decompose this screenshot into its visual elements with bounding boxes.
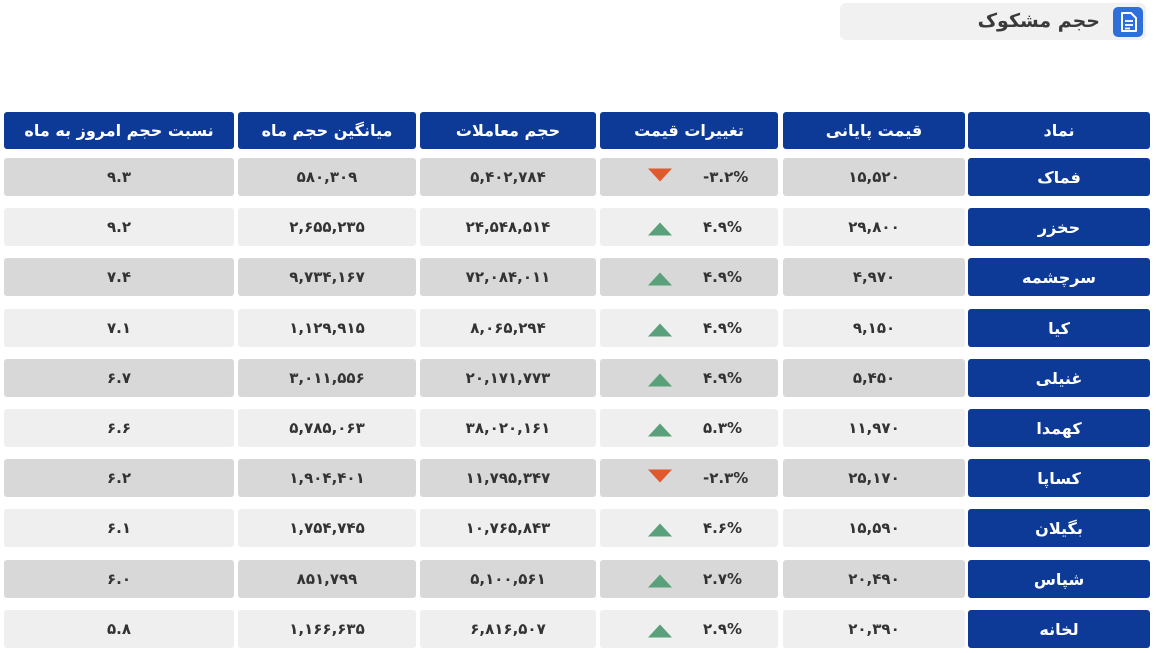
ratio-cell: ۵.۸ — [4, 610, 234, 648]
price-change-cell: ۲.۷% — [600, 560, 778, 598]
price-change-value: -۲.۳% — [703, 469, 749, 487]
final-price-cell: ۹,۱۵۰ — [783, 309, 965, 347]
volume-cell: ۲۴,۵۴۸,۵۱۴ — [420, 208, 596, 246]
header-ratio[interactable]: نسبت حجم امروز به ماه — [4, 112, 234, 149]
symbol-cell[interactable]: سرچشمه — [968, 258, 1150, 296]
header-avg-month-volume[interactable]: میانگین حجم ماه — [238, 112, 416, 149]
symbol-cell[interactable]: کساپا — [968, 459, 1150, 497]
final-price-cell: ۲۰,۳۹۰ — [783, 610, 965, 648]
final-price-cell: ۱۵,۵۲۰ — [783, 158, 965, 196]
ratio-cell: ۷.۴ — [4, 258, 234, 296]
triangle-down-icon — [648, 469, 672, 483]
price-change-value: ۴.۶% — [703, 519, 743, 537]
symbol-cell[interactable]: بگیلان — [968, 509, 1150, 547]
header-volume[interactable]: حجم معاملات — [420, 112, 596, 149]
price-change-cell: ۲.۹% — [600, 610, 778, 648]
symbol-cell[interactable]: غنیلی — [968, 359, 1150, 397]
triangle-up-icon — [648, 423, 672, 437]
symbol-cell[interactable]: کیا — [968, 309, 1150, 347]
ratio-cell: ۶.۲ — [4, 459, 234, 497]
avg-month-volume-cell: ۱,۱۶۶,۶۳۵ — [238, 610, 416, 648]
volume-cell: ۳۸,۰۲۰,۱۶۱ — [420, 409, 596, 447]
avg-month-volume-cell: ۳,۰۱۱,۵۵۶ — [238, 359, 416, 397]
price-change-cell: ۴.۶% — [600, 509, 778, 547]
page-title: حجم مشکوک — [977, 10, 1100, 32]
ratio-cell: ۹.۳ — [4, 158, 234, 196]
price-change-value: ۲.۷% — [703, 570, 743, 588]
final-price-cell: ۱۱,۹۷۰ — [783, 409, 965, 447]
symbol-cell[interactable]: فماک — [968, 158, 1150, 196]
price-change-cell: ۴.۹% — [600, 258, 778, 296]
price-change-cell: -۳.۲% — [600, 158, 778, 196]
triangle-up-icon — [648, 574, 672, 588]
price-change-value: ۴.۹% — [703, 319, 743, 337]
avg-month-volume-cell: ۱,۹۰۴,۴۰۱ — [238, 459, 416, 497]
header-price-change[interactable]: تغییرات قیمت — [600, 112, 778, 149]
volume-cell: ۵,۴۰۲,۷۸۴ — [420, 158, 596, 196]
avg-month-volume-cell: ۱,۷۵۴,۷۴۵ — [238, 509, 416, 547]
price-change-cell: ۵.۳% — [600, 409, 778, 447]
volume-cell: ۸,۰۶۵,۲۹۴ — [420, 309, 596, 347]
ratio-cell: ۶.۱ — [4, 509, 234, 547]
header-final-price[interactable]: قیمت پایانی — [783, 112, 965, 149]
price-change-value: ۲.۹% — [703, 620, 743, 638]
ratio-cell: ۶.۶ — [4, 409, 234, 447]
volume-cell: ۱۱,۷۹۵,۳۴۷ — [420, 459, 596, 497]
triangle-up-icon — [648, 323, 672, 337]
final-price-cell: ۲۹,۸۰۰ — [783, 208, 965, 246]
final-price-cell: ۱۵,۵۹۰ — [783, 509, 965, 547]
triangle-up-icon — [648, 624, 672, 638]
avg-month-volume-cell: ۸۵۱,۷۹۹ — [238, 560, 416, 598]
price-change-cell: -۲.۳% — [600, 459, 778, 497]
final-price-cell: ۲۵,۱۷۰ — [783, 459, 965, 497]
symbol-cell[interactable]: حخزر — [968, 208, 1150, 246]
price-change-value: ۴.۹% — [703, 218, 743, 236]
volume-cell: ۵,۱۰۰,۵۶۱ — [420, 560, 596, 598]
document-icon — [1113, 7, 1143, 37]
triangle-up-icon — [648, 373, 672, 387]
page-title-bar: حجم مشکوک — [840, 3, 1146, 40]
triangle-up-icon — [648, 222, 672, 236]
symbol-cell[interactable]: لخانه — [968, 610, 1150, 648]
avg-month-volume-cell: ۵,۷۸۵,۰۶۳ — [238, 409, 416, 447]
final-price-cell: ۲۰,۴۹۰ — [783, 560, 965, 598]
price-change-cell: ۴.۹% — [600, 359, 778, 397]
ratio-cell: ۹.۲ — [4, 208, 234, 246]
avg-month-volume-cell: ۱,۱۲۹,۹۱۵ — [238, 309, 416, 347]
volume-cell: ۱۰,۷۶۵,۸۴۳ — [420, 509, 596, 547]
final-price-cell: ۴,۹۷۰ — [783, 258, 965, 296]
avg-month-volume-cell: ۵۸۰,۳۰۹ — [238, 158, 416, 196]
price-change-cell: ۴.۹% — [600, 208, 778, 246]
triangle-down-icon — [648, 168, 672, 182]
symbol-cell[interactable]: کهمدا — [968, 409, 1150, 447]
avg-month-volume-cell: ۲,۶۵۵,۲۳۵ — [238, 208, 416, 246]
final-price-cell: ۵,۴۵۰ — [783, 359, 965, 397]
triangle-up-icon — [648, 272, 672, 286]
price-change-value: ۴.۹% — [703, 369, 743, 387]
avg-month-volume-cell: ۹,۷۳۴,۱۶۷ — [238, 258, 416, 296]
ratio-cell: ۶.۷ — [4, 359, 234, 397]
price-change-value: ۴.۹% — [703, 268, 743, 286]
ratio-cell: ۷.۱ — [4, 309, 234, 347]
price-change-value: ۵.۳% — [703, 419, 743, 437]
price-change-cell: ۴.۹% — [600, 309, 778, 347]
volume-cell: ۶,۸۱۶,۵۰۷ — [420, 610, 596, 648]
header-symbol[interactable]: نماد — [968, 112, 1150, 149]
symbol-cell[interactable]: شپاس — [968, 560, 1150, 598]
volume-cell: ۷۲,۰۸۴,۰۱۱ — [420, 258, 596, 296]
price-change-value: -۳.۲% — [703, 168, 749, 186]
ratio-cell: ۶.۰ — [4, 560, 234, 598]
triangle-up-icon — [648, 523, 672, 537]
volume-cell: ۲۰,۱۷۱,۷۷۳ — [420, 359, 596, 397]
